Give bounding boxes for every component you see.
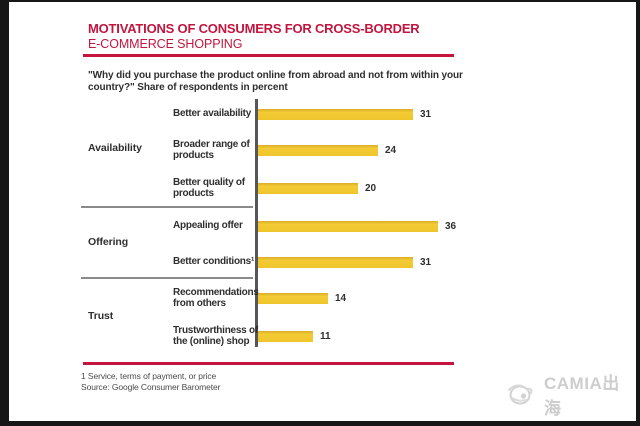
bar-value: 11 [320, 330, 331, 342]
group-label-offering: Offering [88, 236, 129, 248]
chart-header: MOTIVATIONS OF CONSUMERS FOR CROSS-BORDE… [88, 21, 420, 51]
source-text: Source: Google Consumer Barometer [81, 382, 221, 392]
bar-value: 36 [445, 220, 457, 232]
bar-row: Recommendations from others 14 [9, 278, 636, 318]
bar-row: Better quality of products 20 [9, 168, 636, 208]
bar-label: Recommendations from others [173, 286, 259, 310]
footnote-text: 1 Service, terms of payment, or price [81, 371, 217, 381]
header-rule [83, 54, 454, 57]
bar-label: Appealing offer [173, 220, 243, 232]
bar [258, 220, 438, 232]
watermark-text: CAMIA出海 [544, 374, 620, 418]
bar [258, 182, 358, 194]
bar-value: 20 [365, 182, 377, 194]
bar-value: 14 [335, 292, 347, 304]
bar-row: Appealing offer 36 [9, 206, 636, 246]
footnotes: 1 Service, terms of payment, or price So… [81, 371, 220, 393]
bar-label: Better quality of products [173, 176, 245, 200]
bar [258, 292, 328, 304]
group-divider [81, 206, 253, 208]
camia-globe-logo-icon [505, 381, 539, 407]
bar [258, 256, 413, 268]
bar [258, 144, 378, 156]
chart-card: MOTIVATIONS OF CONSUMERS FOR CROSS-BORDE… [9, 2, 636, 421]
bar-label: Broader range of products [173, 138, 250, 162]
watermark: CAMIA出海 [505, 374, 636, 418]
baseline-axis [255, 99, 258, 347]
bar-label: Better conditions¹ [173, 256, 255, 268]
bar-row: Better conditions¹ 31 [9, 242, 636, 282]
bar [258, 330, 313, 342]
footer-rule [83, 362, 454, 365]
group-divider [81, 277, 253, 279]
bar-label: Better availability [173, 108, 252, 120]
bar [258, 108, 413, 120]
group-label-trust: Trust [88, 310, 114, 322]
chart-title-line2: E-COMMERCE SHOPPING [88, 37, 243, 51]
bar-label: Trustworthiness of the (online) shop [173, 324, 258, 348]
bar-value: 31 [420, 108, 432, 120]
bar-value: 24 [385, 144, 397, 156]
group-label-availability: Availability [88, 142, 142, 154]
bar-row: Better availability 31 [9, 94, 636, 134]
bar-value: 31 [420, 256, 432, 268]
bar-row: Trustworthiness of the (online) shop 11 [9, 316, 636, 356]
chart-subtitle: "Why did you purchase the product online… [88, 70, 463, 93]
bar-row: Broader range of products 24 [9, 130, 636, 170]
chart-title-line1: MOTIVATIONS OF CONSUMERS FOR CROSS-BORDE… [88, 21, 420, 36]
